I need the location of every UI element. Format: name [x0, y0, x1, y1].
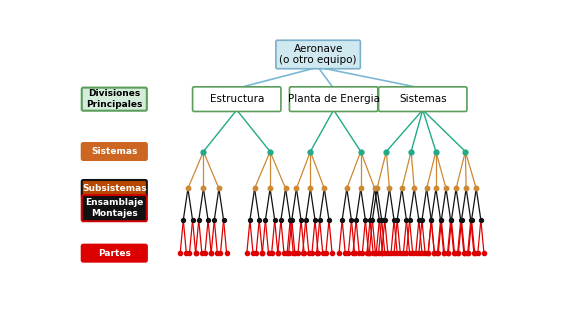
FancyBboxPatch shape	[379, 87, 467, 111]
FancyBboxPatch shape	[276, 40, 360, 69]
Text: Aeronave
(o otro equipo): Aeronave (o otro equipo)	[279, 44, 357, 65]
FancyBboxPatch shape	[192, 87, 281, 111]
Text: Divisiones
Principales: Divisiones Principales	[86, 90, 142, 109]
FancyBboxPatch shape	[82, 88, 147, 111]
Text: Sistemas: Sistemas	[399, 94, 447, 104]
FancyBboxPatch shape	[82, 180, 147, 197]
Text: Partes: Partes	[98, 249, 131, 258]
FancyBboxPatch shape	[82, 245, 147, 262]
Text: Sistemas: Sistemas	[91, 147, 137, 156]
FancyBboxPatch shape	[82, 195, 147, 221]
Text: Ensamblaje
Montajes: Ensamblaje Montajes	[85, 198, 144, 218]
FancyBboxPatch shape	[289, 87, 378, 111]
Text: Subsistemas: Subsistemas	[82, 184, 146, 193]
Text: Estructura: Estructura	[210, 94, 264, 104]
FancyBboxPatch shape	[82, 143, 147, 160]
Text: Planta de Energia: Planta de Energia	[288, 94, 380, 104]
